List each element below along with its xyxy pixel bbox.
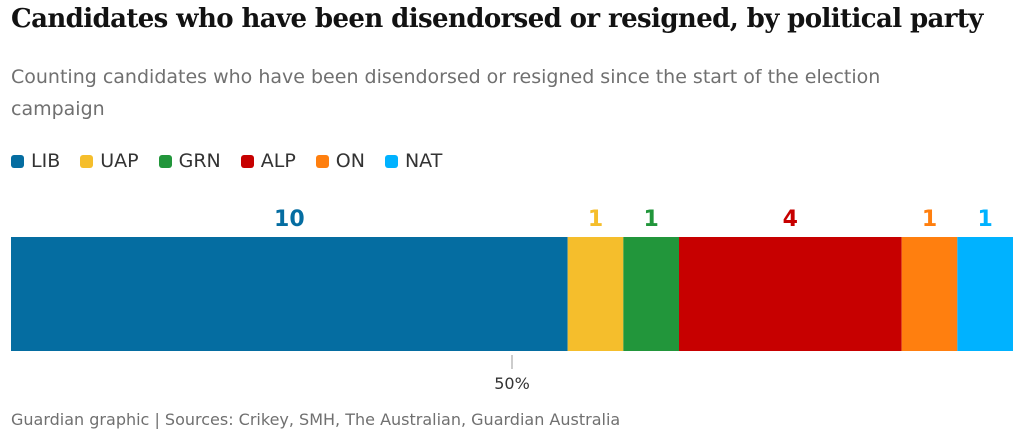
source-note: Guardian graphic | Sources: Crikey, SMH,…: [11, 410, 621, 429]
legend-swatch: [158, 154, 172, 168]
bar-segment-grn: [623, 237, 679, 351]
legend-swatch: [240, 154, 254, 168]
legend-item-alp: ALP: [240, 150, 296, 172]
value-label-lib: 10: [274, 207, 305, 232]
legend: LIB UAP GRN ALP ON NAT: [11, 150, 462, 172]
bar-segment-alp: [679, 237, 902, 351]
legend-label: ALP: [260, 150, 296, 172]
legend-swatch: [11, 154, 24, 168]
legend-swatch: [80, 154, 94, 168]
value-label-nat: 1: [978, 207, 993, 232]
value-label-on: 1: [922, 207, 937, 232]
reference-label: 50%: [494, 374, 530, 393]
chart-title: Candidates who have been disendorsed or …: [11, 4, 983, 34]
value-label-alp: 4: [783, 207, 798, 232]
legend-label: GRN: [178, 150, 221, 172]
value-label-grn: 1: [644, 207, 659, 232]
legend-item-nat: NAT: [384, 150, 443, 172]
stacked-bar-chart: 10 1 1 4 1 1 50%: [11, 207, 1013, 393]
legend-label: LIB: [31, 150, 61, 172]
legend-item-lib: LIB: [11, 150, 60, 172]
bar-segment-lib: [11, 237, 568, 351]
chart-subtitle: Counting candidates who have been disend…: [11, 66, 881, 120]
legend-label: ON: [335, 150, 365, 172]
legend-swatch: [384, 154, 398, 168]
bar-segment-on: [901, 237, 958, 351]
bar-segment-nat: [957, 237, 1013, 351]
value-label-uap: 1: [588, 207, 603, 232]
legend-label: UAP: [100, 150, 139, 172]
legend-item-uap: UAP: [80, 150, 139, 172]
legend-label: NAT: [404, 150, 443, 172]
legend-item-on: ON: [315, 150, 365, 172]
legend-swatch: [315, 154, 329, 168]
legend-item-grn: GRN: [158, 150, 221, 172]
bar-segment-uap: [567, 237, 624, 351]
